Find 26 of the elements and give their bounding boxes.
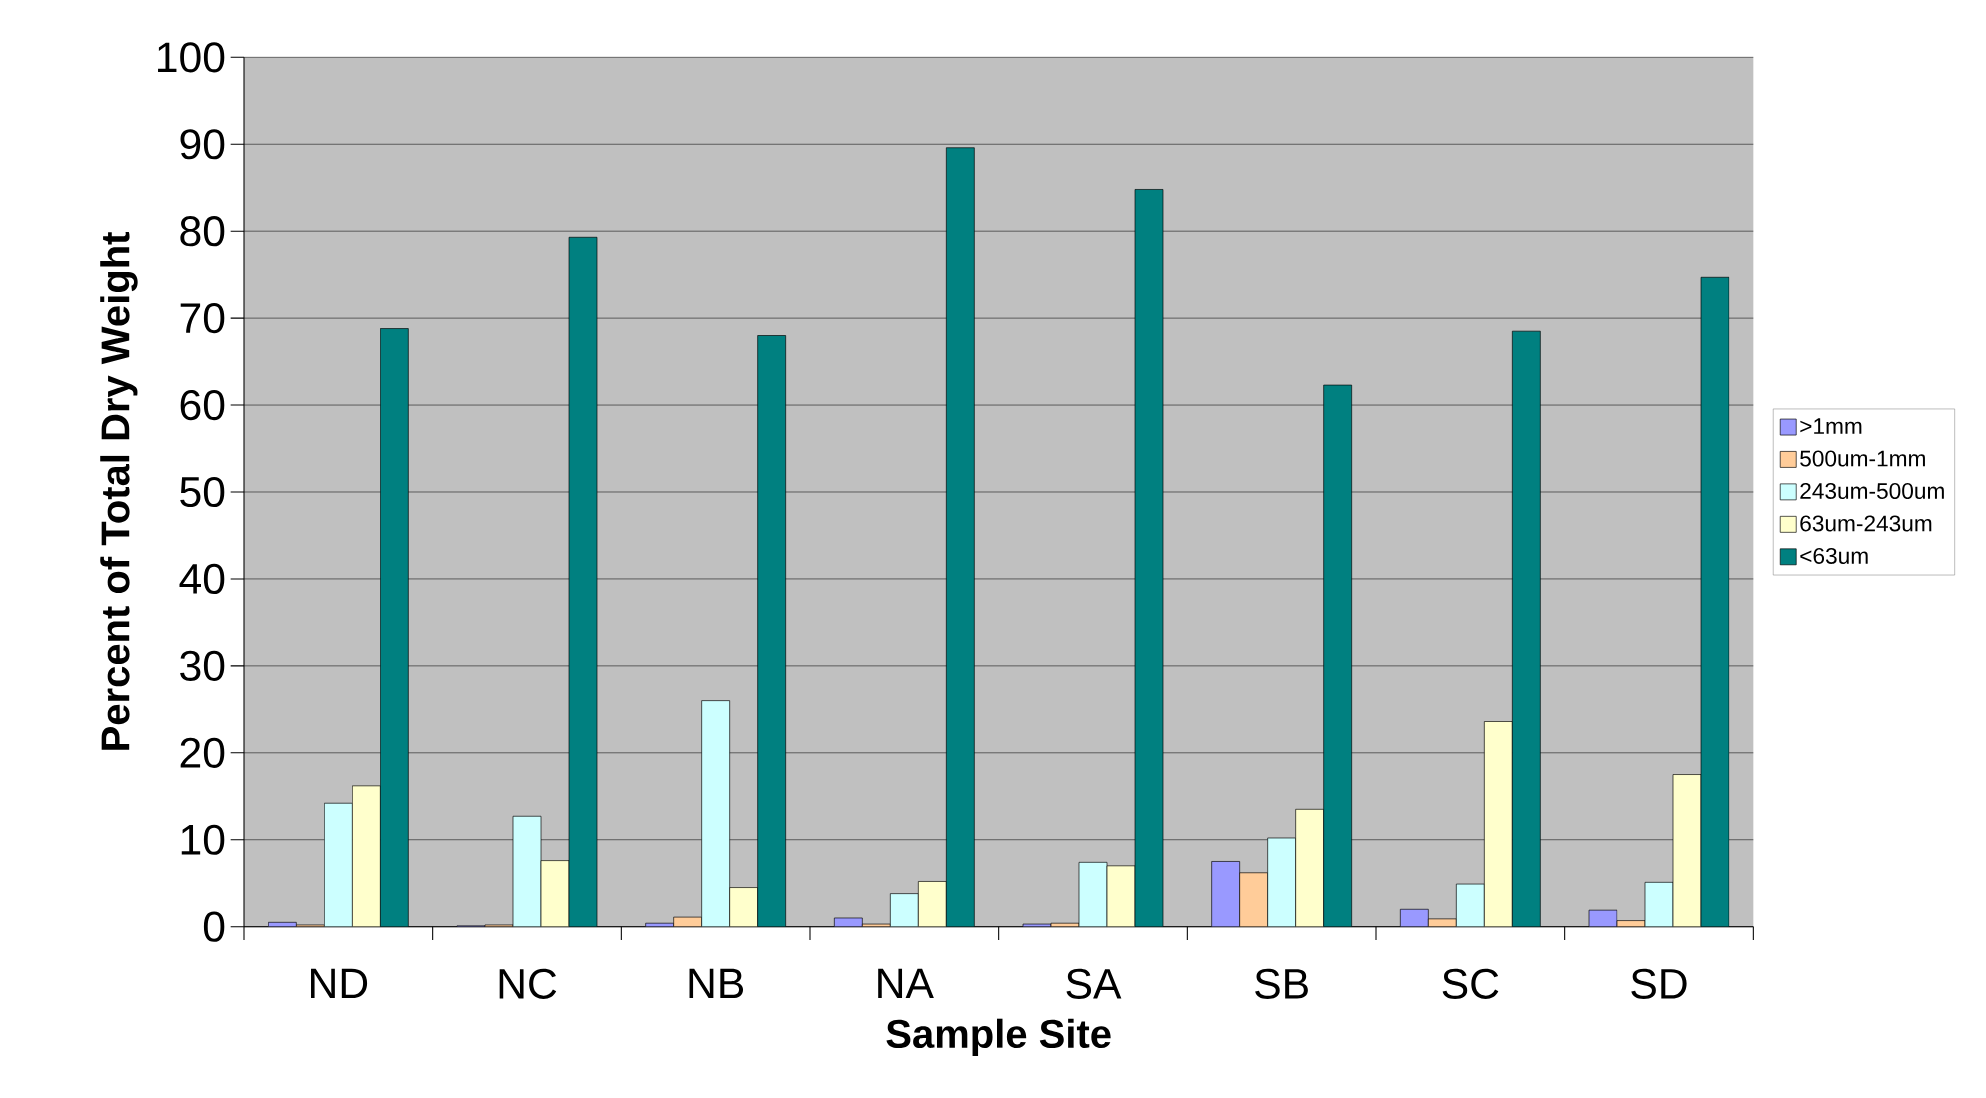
x-tick-label: NA: [878, 968, 934, 999]
x-tick-label: SB: [1255, 968, 1308, 999]
legend-label: <63um: [1800, 547, 1868, 564]
legend-label: 63um-243um: [1800, 515, 1932, 532]
legend-label: 243um-500um: [1800, 482, 1944, 500]
y-tick-label: 60: [180, 389, 225, 421]
y-tick-label: 90: [180, 129, 225, 160]
y-tick-label: 100: [158, 42, 225, 73]
legend-label: >1mm: [1800, 418, 1862, 434]
x-tick-label: ND: [311, 968, 368, 999]
x-tick-label: SD: [1631, 968, 1687, 999]
y-tick-label: 40: [179, 563, 225, 595]
y-axis-title: Percent of Total Dry Weight: [100, 232, 138, 750]
y-tick-label: 50: [180, 476, 225, 508]
x-tick-label: NC: [499, 968, 557, 999]
x-tick-label: SC: [1442, 968, 1499, 999]
legend-label: 500um-1mm: [1800, 450, 1925, 467]
x-tick-label: NB: [689, 968, 744, 999]
y-tick-label: 10: [181, 824, 225, 855]
x-tick-label: SA: [1066, 968, 1122, 999]
y-tick-label: 70: [180, 303, 225, 334]
y-tick-label: 20: [180, 737, 225, 768]
y-tick-label: 30: [180, 650, 225, 681]
y-tick-label: 0: [203, 911, 225, 942]
y-tick-label: 80: [180, 216, 225, 247]
x-axis-title: Sample Site: [886, 1018, 1111, 1056]
